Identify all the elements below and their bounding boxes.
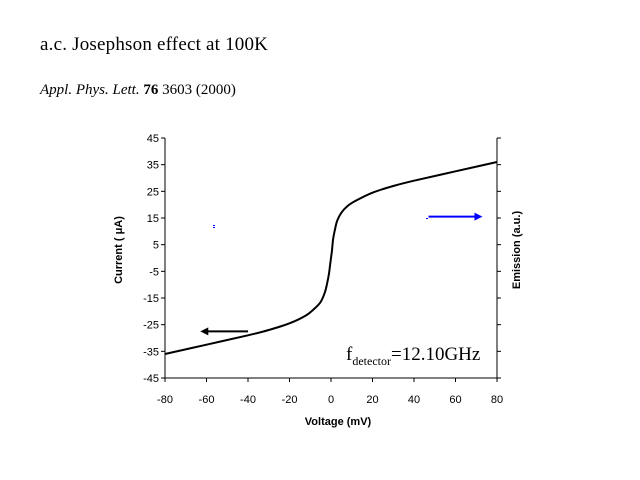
detector-frequency-label: fdetector=12.10GHz — [346, 344, 480, 368]
blue-dot-mark — [426, 218, 428, 219]
x-tick-label: 60 — [449, 394, 461, 406]
arrow-left-head-icon — [200, 327, 209, 336]
x-axis-ticks: -80 -60 -40 -20 0 20 40 60 80 — [157, 378, 503, 406]
y-tick-label: 15 — [147, 213, 159, 225]
blue-dot-mark — [213, 227, 215, 228]
x-tick-label: -40 — [240, 394, 256, 406]
y-tick-label: 5 — [153, 240, 159, 252]
annot-value: =12.10GHz — [391, 344, 480, 365]
x-tick-label: -20 — [282, 394, 298, 406]
citation-volume: 76 — [143, 82, 159, 98]
blue-dot-mark — [213, 225, 215, 226]
y-tick-label: 25 — [147, 186, 159, 198]
y-tick-label: -25 — [143, 320, 159, 332]
x-tick-label: 40 — [408, 394, 420, 406]
y-tick-label: -5 — [149, 266, 159, 278]
chart-annotations — [200, 212, 483, 336]
x-tick-label: 20 — [366, 394, 378, 406]
x-tick-label: -60 — [199, 394, 215, 406]
chart-series — [164, 161, 498, 355]
y-axis-ticks: 45 35 25 15 5 -5 -15 -25 -35 -45 — [143, 133, 165, 385]
y-tick-label: -15 — [143, 293, 159, 305]
y-tick-label: 35 — [147, 160, 159, 172]
y-tick-label: 45 — [147, 133, 159, 145]
y-axis-title: Current ( μA) — [113, 216, 125, 284]
citation-page-year: 3603 (2000) — [162, 82, 236, 98]
x-tick-label: -80 — [157, 394, 173, 406]
x-axis-title: Voltage (mV) — [305, 416, 372, 428]
y2-axis-title: Emission (a.u.) — [511, 211, 523, 290]
citation: Appl. Phys. Lett. 76 3603 (2000) — [40, 82, 236, 99]
annot-f: f — [346, 344, 353, 365]
y-tick-label: -45 — [143, 373, 159, 385]
arrow-right-head-icon — [474, 212, 483, 221]
y-tick-label: -35 — [143, 346, 159, 358]
iv-curve-line — [164, 161, 498, 355]
x-tick-label: 80 — [491, 394, 503, 406]
annot-subscript: detector — [352, 354, 391, 368]
citation-journal: Appl. Phys. Lett. — [40, 82, 140, 98]
x-tick-label: 0 — [328, 394, 334, 406]
y2-axis-ticks — [497, 137, 501, 379]
slide-title: a.c. Josephson effect at 100K — [40, 34, 269, 55]
